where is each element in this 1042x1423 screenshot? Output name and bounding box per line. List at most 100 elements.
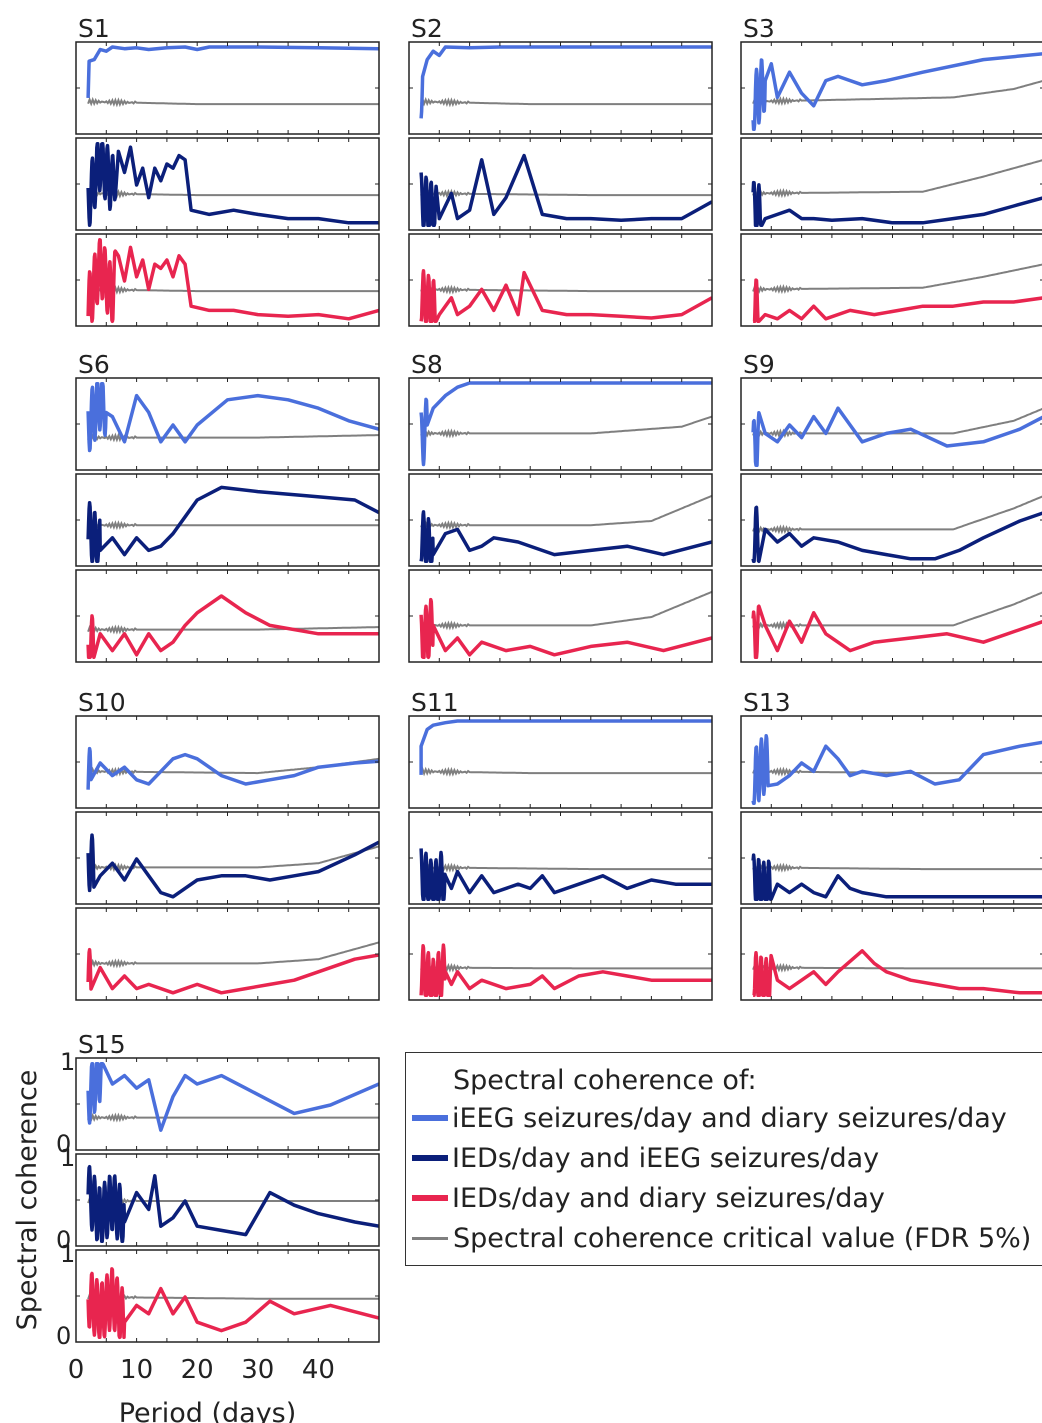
panel-label-s10: S10 [78,688,126,717]
critical-line-s11-2 [420,962,712,973]
axes-box-s8-0 [408,377,713,471]
legend-item-critical: Spectral coherence critical value (FDR 5… [412,1221,1031,1255]
series-line-s6-0 [86,382,379,453]
axes-box-s6-2 [75,569,380,663]
x-tick-label-10: 10 [120,1355,153,1385]
legend-label-ieds-diary: IEDs/day and diary seizures/day [452,1182,885,1214]
axes-box-s2-0 [408,41,713,135]
series-line-s15-1 [86,1164,379,1244]
axes-box-s3-1 [740,137,1042,231]
critical-line-s3-1 [752,159,1042,199]
critical-line-s1-1 [87,188,379,199]
critical-line-s9-2 [752,591,1042,631]
legend-label-critical: Spectral coherence critical value (FDR 5… [453,1222,1032,1254]
y-tick-label-1: 1 [60,1048,75,1076]
critical-line-s15-1 [87,1195,379,1207]
series-line-s9-1 [751,505,1042,564]
critical-line-s15-0 [87,1112,379,1123]
series-line-s13-0 [751,734,1042,806]
series-line-s1-1 [86,142,379,228]
panel-label-s1: S1 [78,14,110,43]
series-line-s2-0 [419,45,712,119]
axes-box-s9-1 [740,473,1042,567]
legend-swatch-ieds-ieeg [412,1155,448,1161]
critical-line-s10-2 [87,941,379,969]
panel-label-s8: S8 [411,350,443,379]
axes-box-s1-2 [75,233,380,327]
legend-item-ieds-ieeg: IEDs/day and iEEG seizures/day [412,1141,879,1175]
x-tick-label-30: 30 [241,1355,274,1385]
series-line-s13-1 [751,853,1042,902]
series-line-s1-2 [86,238,379,324]
series-line-s10-1 [86,833,379,899]
critical-line-s15-2 [87,1292,379,1303]
critical-line-s2-0 [420,96,712,108]
series-line-s15-2 [86,1267,379,1340]
series-line-s2-2 [419,269,712,324]
critical-line-s9-0 [752,407,1042,439]
critical-line-s13-1 [752,862,1042,873]
series-line-s3-0 [751,52,1042,132]
legend-item-ieds-diary: IEDs/day and diary seizures/day [412,1181,885,1215]
legend-label-ieds-ieeg: IEDs/day and iEEG seizures/day [452,1142,880,1174]
critical-line-s1-2 [87,284,379,295]
critical-line-s10-1 [87,845,379,873]
series-line-s1-0 [86,45,379,98]
panel-label-s11: S11 [411,688,459,717]
panel-label-s13: S13 [743,688,791,717]
series-line-s11-1 [419,848,712,902]
legend-swatch-ieds-diary [412,1195,448,1201]
critical-line-s3-2 [752,263,1042,295]
y-tick-label-0: 0 [56,1322,71,1350]
critical-line-s3-0 [752,80,1042,107]
panel-label-s9: S9 [743,350,775,379]
series-line-s3-1 [751,180,1042,228]
series-line-s9-2 [751,604,1042,660]
series-line-s6-2 [86,594,379,660]
axes-box-s1-1 [75,137,380,231]
series-line-s8-2 [419,597,712,660]
series-line-s3-2 [751,278,1042,324]
axes-box-s11-0 [408,715,713,809]
axes-box-s10-0 [75,715,380,809]
y-axis-label: Spectral coherence [12,1070,43,1331]
x-tick-label-0: 0 [68,1355,85,1385]
y-tick-label-1: 1 [60,1144,75,1172]
series-line-s2-1 [419,153,712,228]
x-tick-label-40: 40 [302,1355,335,1385]
y-tick-label-0: 0 [56,1130,71,1158]
critical-line-s6-0 [87,432,379,443]
series-line-s11-0 [419,719,712,775]
series-line-s10-2 [86,947,379,995]
critical-line-s8-1 [420,494,712,531]
critical-line-s2-2 [420,284,712,295]
panel-label-s15: S15 [78,1030,126,1059]
series-line-s15-0 [86,1062,379,1132]
critical-line-s11-0 [420,766,712,777]
panel-label-s3: S3 [743,14,775,43]
legend-swatch-critical [412,1236,448,1240]
critical-line-s11-1 [420,862,712,873]
panel-label-s6: S6 [78,350,110,379]
legend-title: Spectral coherence of: [453,1065,757,1096]
critical-line-s2-1 [420,188,712,199]
critical-line-s6-1 [87,520,379,531]
series-line-s11-2 [419,943,712,998]
critical-line-s1-0 [87,96,379,108]
series-line-s9-0 [751,406,1042,468]
critical-line-s13-2 [752,962,1042,973]
series-line-s10-0 [86,746,379,790]
critical-line-s9-1 [752,495,1042,535]
critical-line-s8-0 [420,415,712,439]
series-line-s6-1 [86,485,379,564]
axes-box-s3-0 [740,41,1042,135]
panel-label-s2: S2 [411,14,443,43]
axes-box-s6-0 [75,377,380,471]
legend-label-seizures: iEEG seizures/day and diary seizures/day [452,1102,1007,1134]
legend: Spectral coherence of: iEEG seizures/day… [405,1052,1042,1266]
series-line-s8-1 [419,510,712,564]
x-axis-label: Period (days) [119,1398,297,1423]
y-tick-label-1: 1 [60,1240,75,1268]
legend-swatch-seizures [412,1115,448,1121]
